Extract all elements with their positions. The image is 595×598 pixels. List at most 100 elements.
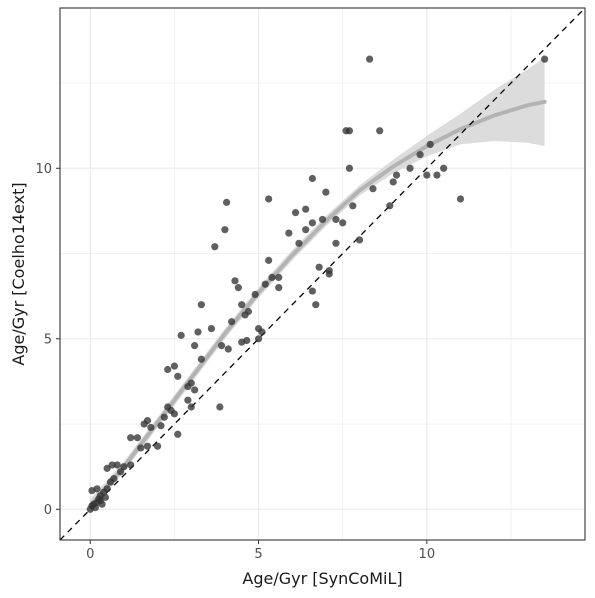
data-point bbox=[355, 236, 364, 244]
data-point bbox=[207, 324, 216, 333]
data-point bbox=[103, 464, 111, 472]
data-point bbox=[275, 273, 283, 282]
y-tick-label: 0 bbox=[44, 503, 52, 518]
data-point bbox=[234, 284, 242, 292]
data-point bbox=[120, 463, 128, 471]
confidence-ribbon bbox=[90, 57, 545, 513]
data-point bbox=[345, 127, 354, 135]
data-point bbox=[143, 417, 152, 425]
data-point bbox=[376, 127, 384, 135]
data-point bbox=[268, 273, 276, 282]
data-point bbox=[332, 215, 340, 224]
data-point bbox=[197, 301, 205, 309]
data-point bbox=[211, 243, 219, 251]
data-point bbox=[456, 195, 465, 203]
data-point bbox=[302, 226, 310, 234]
x-tick-label: 0 bbox=[86, 547, 94, 562]
data-point bbox=[160, 413, 168, 421]
data-point bbox=[221, 226, 229, 234]
data-point bbox=[285, 229, 293, 237]
data-point bbox=[194, 328, 202, 336]
y-tick-label: 10 bbox=[35, 162, 52, 177]
data-point bbox=[216, 403, 224, 411]
data-point bbox=[170, 362, 179, 370]
data-point bbox=[322, 188, 330, 196]
data-point bbox=[164, 365, 172, 374]
data-point bbox=[440, 164, 448, 172]
data-point bbox=[127, 434, 135, 442]
data-point bbox=[244, 307, 253, 316]
data-point bbox=[254, 335, 263, 343]
data-point bbox=[103, 485, 111, 493]
x-axis-title: Age/Gyr [SynCoMiL] bbox=[242, 569, 402, 588]
data-point bbox=[197, 355, 205, 363]
x-tick-label: 10 bbox=[419, 547, 436, 562]
data-point bbox=[224, 345, 232, 353]
data-point bbox=[332, 239, 340, 247]
data-point bbox=[369, 185, 377, 193]
y-tick-label: 5 bbox=[44, 332, 52, 347]
data-point bbox=[302, 205, 310, 213]
axis-ticks-layer: 0 5 10 0 5 10 bbox=[35, 162, 435, 562]
data-point bbox=[231, 277, 239, 285]
data-point bbox=[426, 140, 434, 149]
data-point bbox=[243, 336, 251, 345]
data-point bbox=[261, 280, 269, 288]
data-point bbox=[349, 202, 357, 210]
data-point bbox=[177, 331, 185, 339]
data-point bbox=[108, 461, 116, 469]
panel-border bbox=[59, 7, 586, 541]
data-point bbox=[318, 215, 327, 224]
data-point bbox=[143, 442, 152, 450]
data-point bbox=[251, 290, 259, 299]
data-point bbox=[228, 318, 236, 326]
data-point bbox=[291, 209, 300, 217]
data-point bbox=[217, 342, 226, 350]
data-point bbox=[187, 379, 195, 387]
panel-border-layer bbox=[59, 7, 586, 541]
major-gridlines bbox=[60, 8, 585, 540]
data-point bbox=[265, 195, 273, 203]
data-point bbox=[308, 219, 317, 227]
identity-line bbox=[59, 7, 586, 541]
data-point bbox=[147, 423, 155, 432]
data-point bbox=[325, 270, 333, 278]
data-point bbox=[258, 328, 266, 336]
data-points-layer bbox=[86, 55, 549, 513]
data-point bbox=[116, 468, 125, 476]
data-point bbox=[541, 55, 549, 63]
data-point bbox=[170, 410, 179, 418]
data-point bbox=[308, 174, 317, 183]
x-tick-label: 5 bbox=[254, 547, 262, 562]
data-point bbox=[113, 461, 121, 469]
data-point bbox=[137, 444, 145, 452]
data-point bbox=[295, 239, 303, 247]
data-point bbox=[315, 263, 323, 271]
data-point bbox=[184, 396, 192, 404]
data-point bbox=[153, 442, 162, 450]
y-axis-title: Age/Gyr [Coelho14ext] bbox=[9, 182, 28, 365]
data-point bbox=[433, 171, 441, 179]
data-point bbox=[174, 430, 182, 438]
data-point bbox=[101, 493, 110, 501]
data-point bbox=[339, 219, 347, 227]
identity-line-layer bbox=[59, 7, 586, 541]
data-point bbox=[174, 372, 182, 380]
data-point bbox=[406, 164, 414, 172]
data-point bbox=[191, 342, 199, 350]
data-point bbox=[386, 202, 394, 210]
data-point bbox=[312, 301, 320, 309]
data-point bbox=[366, 55, 374, 63]
data-point bbox=[133, 434, 142, 442]
confidence-ribbon-layer bbox=[90, 57, 545, 513]
data-point bbox=[392, 171, 401, 179]
data-point bbox=[275, 284, 283, 292]
data-point bbox=[416, 151, 424, 159]
data-point bbox=[423, 171, 431, 179]
data-point bbox=[191, 386, 199, 394]
data-point bbox=[127, 461, 135, 469]
data-point bbox=[187, 403, 195, 411]
data-point bbox=[110, 475, 118, 483]
data-point bbox=[265, 256, 273, 264]
